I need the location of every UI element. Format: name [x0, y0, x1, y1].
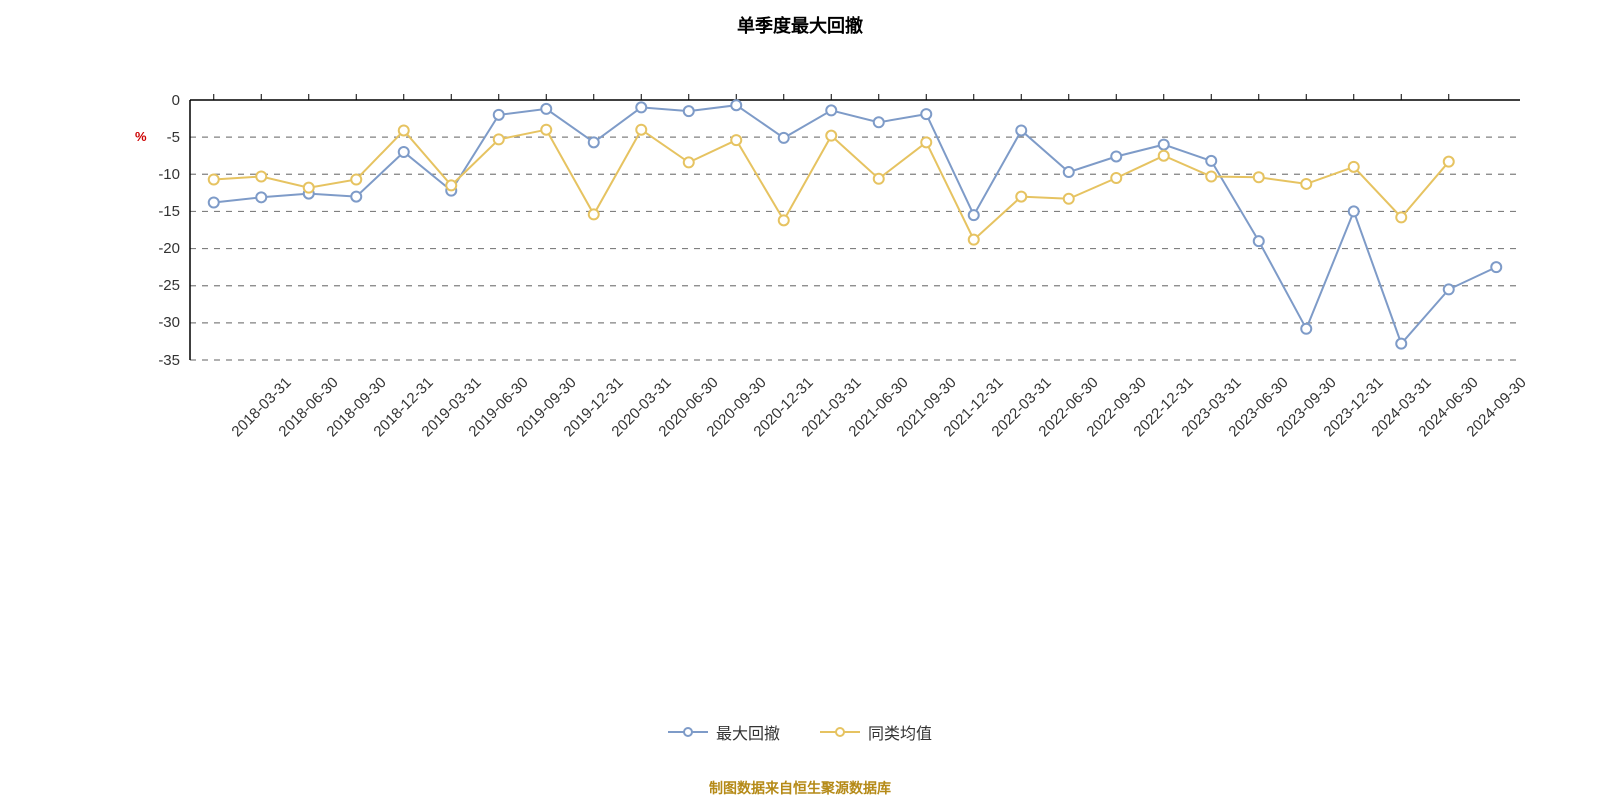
legend-item: 同类均值	[820, 720, 932, 744]
chart-legend: 最大回撤 同类均值	[0, 720, 1600, 744]
y-tick-label: -30	[130, 314, 180, 331]
chart-container: 单季度最大回撤 % 0-5-10-15-20-25-30-35 2018-03-…	[0, 0, 1600, 800]
y-tick-label: -15	[130, 203, 180, 220]
y-tick-label: -25	[130, 277, 180, 294]
legend-item: 最大回撤	[668, 720, 780, 744]
chart-footer: 制图数据来自恒生聚源数据库	[0, 778, 1600, 798]
legend-label: 同类均值	[868, 720, 932, 744]
legend-label: 最大回撤	[716, 720, 780, 744]
y-tick-label: -20	[130, 240, 180, 257]
y-tick-label: -35	[130, 352, 180, 369]
y-tick-label: -5	[130, 129, 180, 146]
y-tick-label: -10	[130, 166, 180, 183]
y-tick-label: 0	[130, 92, 180, 109]
